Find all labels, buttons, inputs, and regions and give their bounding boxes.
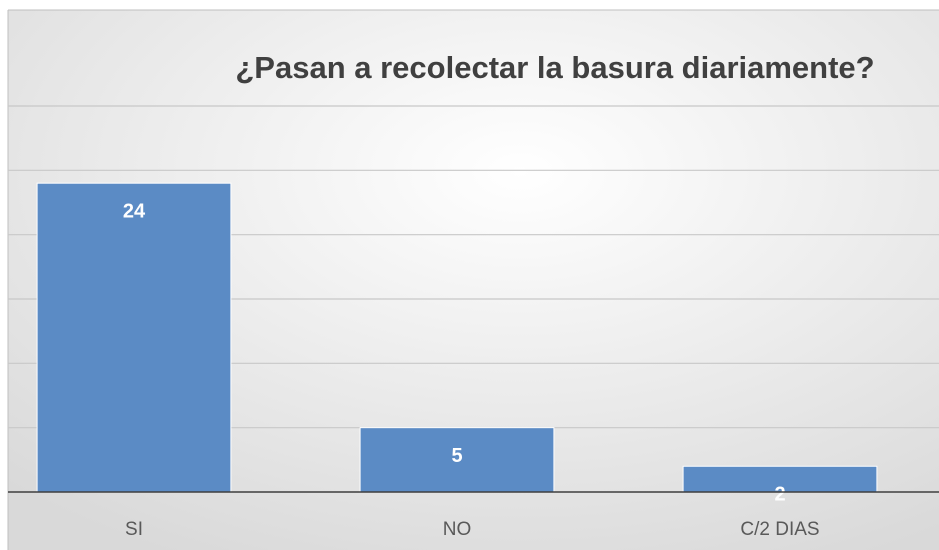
bar xyxy=(359,427,555,493)
chart-title: ¿Pasan a recolectar la basura diariament… xyxy=(235,50,874,85)
data-label: 5 xyxy=(451,445,462,467)
bar xyxy=(36,182,232,493)
x-tick-label: NO xyxy=(443,519,472,540)
bar xyxy=(682,465,878,493)
data-label: 24 xyxy=(123,200,146,222)
x-tick-label: C/2 DIAS xyxy=(740,519,819,540)
x-tick-label: SI xyxy=(125,519,143,540)
data-label: 2 xyxy=(774,484,785,506)
